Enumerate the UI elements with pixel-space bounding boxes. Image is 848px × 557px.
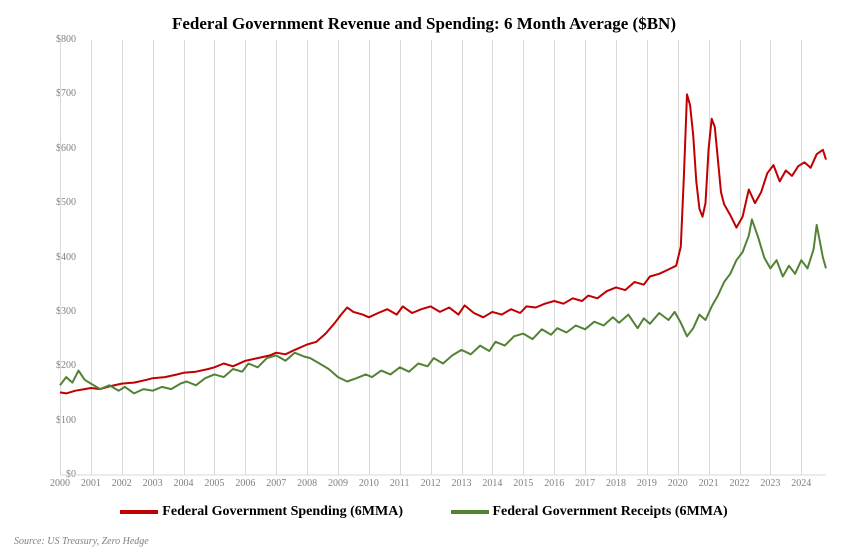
x-tick-label: 2019 <box>632 478 662 489</box>
x-tick-label: 2000 <box>45 478 75 489</box>
legend-item-receipts: Federal Government Receipts (6MMA) <box>451 504 728 520</box>
source-text: Source: US Treasury, Zero Hedge <box>14 536 149 547</box>
x-tick-label: 2010 <box>354 478 384 489</box>
plot-svg <box>60 40 826 475</box>
receipts-line <box>60 219 826 393</box>
x-tick-label: 2005 <box>199 478 229 489</box>
x-tick-label: 2012 <box>416 478 446 489</box>
x-tick-label: 2020 <box>663 478 693 489</box>
x-tick-label: 2022 <box>725 478 755 489</box>
x-tick-label: 2013 <box>447 478 477 489</box>
x-tick-label: 2007 <box>261 478 291 489</box>
legend: Federal Government Spending (6MMA) Feder… <box>0 504 848 520</box>
chart-container: Federal Government Revenue and Spending:… <box>0 0 848 557</box>
x-tick-label: 2014 <box>477 478 507 489</box>
x-tick-label: 2004 <box>169 478 199 489</box>
x-tick-label: 2015 <box>508 478 538 489</box>
legend-swatch-spending <box>120 510 158 514</box>
chart-title: Federal Government Revenue and Spending:… <box>0 14 848 34</box>
x-tick-label: 2016 <box>539 478 569 489</box>
legend-label-spending: Federal Government Spending (6MMA) <box>162 504 403 519</box>
x-tick-label: 2003 <box>138 478 168 489</box>
x-tick-label: 2011 <box>385 478 415 489</box>
legend-item-spending: Federal Government Spending (6MMA) <box>120 504 403 520</box>
x-tick-label: 2002 <box>107 478 137 489</box>
x-tick-label: 2023 <box>755 478 785 489</box>
x-tick-label: 2017 <box>570 478 600 489</box>
x-tick-label: 2021 <box>694 478 724 489</box>
spending-line <box>60 94 826 393</box>
plot-area <box>60 40 826 475</box>
x-tick-label: 2009 <box>323 478 353 489</box>
x-tick-label: 2008 <box>292 478 322 489</box>
x-tick-label: 2024 <box>786 478 816 489</box>
x-tick-label: 2006 <box>230 478 260 489</box>
legend-label-receipts: Federal Government Receipts (6MMA) <box>493 504 728 519</box>
legend-swatch-receipts <box>451 510 489 514</box>
x-tick-label: 2018 <box>601 478 631 489</box>
x-tick-label: 2001 <box>76 478 106 489</box>
